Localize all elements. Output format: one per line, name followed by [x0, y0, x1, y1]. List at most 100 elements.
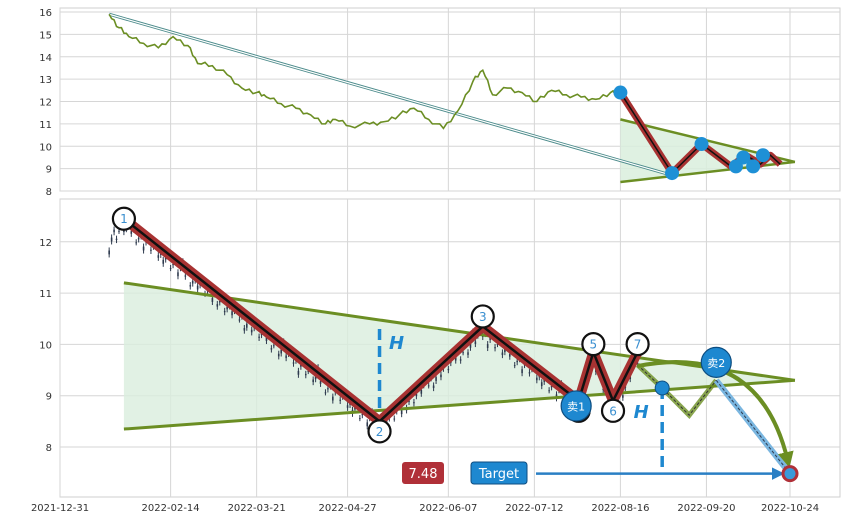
candle-body	[226, 306, 228, 310]
x-tick-label: 2022-07-12	[505, 503, 563, 514]
candle-body	[292, 362, 295, 364]
candle-body	[361, 413, 364, 416]
candle-body	[223, 310, 226, 313]
candle-body	[196, 285, 199, 290]
top-y-tick-label: 14	[39, 53, 52, 64]
candle-body	[135, 242, 137, 244]
candle-body	[454, 356, 457, 361]
candle-body	[496, 344, 499, 346]
candle-body	[400, 410, 403, 415]
pattern-point-marker	[625, 331, 650, 357]
candle-body	[314, 375, 317, 380]
x-axis: 2021-12-31 2022-02-14 2022-03-21 2022-04-27…	[31, 503, 819, 514]
candle-body	[474, 341, 477, 344]
candle-body	[636, 362, 639, 365]
candle-body	[543, 379, 546, 382]
candle-body	[319, 381, 322, 384]
x-tick-label: 2022-02-14	[142, 503, 200, 514]
candle-body	[184, 275, 187, 277]
x-tick-label: 2022-03-21	[228, 503, 286, 514]
target-value-label: 7.48	[409, 467, 438, 482]
candle-body	[548, 390, 550, 392]
top-long-diagonal-core	[108, 13, 673, 176]
candle-body	[504, 348, 506, 353]
x-tick-label: 2022-08-16	[591, 503, 649, 514]
candle-body	[150, 249, 152, 251]
top-panel: 8 9 10 11 12 13 14 15 16	[39, 7, 841, 198]
candle-body	[164, 256, 167, 260]
bottom-y-tick-label: 9	[46, 392, 52, 403]
x-tick-label: 2022-04-27	[319, 503, 377, 514]
candle-body	[447, 368, 450, 371]
candle-body	[304, 373, 307, 376]
pattern-point-label: 3	[479, 310, 487, 324]
candle-body	[137, 238, 140, 240]
sell-signal-label: 卖1	[567, 400, 585, 413]
candle-body	[246, 323, 248, 328]
candle-body	[270, 348, 273, 350]
candle-body	[157, 255, 160, 258]
bottom-y-tick-label: 11	[39, 289, 52, 300]
target-button[interactable]	[470, 461, 528, 485]
candle-body	[285, 355, 287, 359]
sell-signal-label: 卖2	[707, 357, 725, 370]
top-pivot-marker	[665, 166, 680, 181]
candle-body	[550, 386, 553, 388]
candle-body	[265, 337, 268, 341]
candle-body	[238, 319, 241, 321]
target-path-outer	[713, 378, 793, 476]
top-channel-lower	[620, 160, 796, 184]
top-y-tick-label: 8	[46, 187, 52, 198]
candle-body	[420, 389, 423, 394]
price-line	[108, 13, 621, 130]
candle-body	[427, 385, 430, 387]
pattern-point-marker	[470, 304, 495, 329]
candle-body	[462, 352, 464, 354]
candle-body	[408, 400, 410, 402]
candle-body	[467, 352, 469, 355]
top-pivot-marker	[746, 159, 761, 174]
candle-body	[110, 237, 113, 242]
top-y-tick-label: 15	[39, 30, 52, 41]
candle-body	[440, 374, 442, 378]
candle-body	[211, 298, 214, 302]
target-value-badge	[402, 462, 444, 484]
candle-body	[432, 385, 435, 389]
pattern-point-label: 5	[590, 338, 598, 352]
candle-body	[327, 388, 329, 390]
candle-body	[177, 272, 179, 277]
top-pivot-marker	[736, 150, 751, 165]
candle-body	[366, 422, 369, 427]
candle-body	[307, 371, 310, 373]
bottom-channel-fill	[123, 282, 795, 430]
top-y-axis: 8 9 10 11 12 13 14 15 16	[39, 8, 52, 198]
pattern-point-marker	[111, 206, 137, 231]
candle-body	[250, 329, 253, 333]
bottom-y-tick-label: 10	[39, 340, 52, 351]
bottom-plot-content: HH1234567卖1卖2	[108, 206, 799, 483]
pattern-point-label: 7	[634, 338, 642, 352]
projection-inner	[637, 364, 717, 416]
candle-body	[115, 238, 118, 241]
candle-body	[494, 347, 496, 349]
candle-body	[501, 352, 504, 356]
candle-body	[622, 395, 624, 398]
candle-body	[528, 372, 531, 374]
candle-body	[516, 360, 518, 363]
x-tick-label: 2021-12-31	[31, 503, 89, 514]
target-curve-arrow	[637, 360, 794, 468]
candle-body	[540, 382, 543, 387]
candle-body	[508, 354, 511, 357]
candle-body	[297, 370, 300, 375]
top-plot-content	[108, 12, 796, 184]
pattern-point-marker	[367, 419, 392, 444]
candle-body	[273, 345, 275, 347]
candle-body	[231, 311, 233, 316]
bottom-channel-lower	[123, 378, 796, 431]
candle-body	[258, 336, 260, 338]
candle-body	[118, 230, 120, 232]
top-y-tick-label: 12	[39, 98, 52, 109]
candle-body	[332, 396, 334, 401]
bottom-y-axis: 8 9 10 11 12	[39, 238, 52, 454]
